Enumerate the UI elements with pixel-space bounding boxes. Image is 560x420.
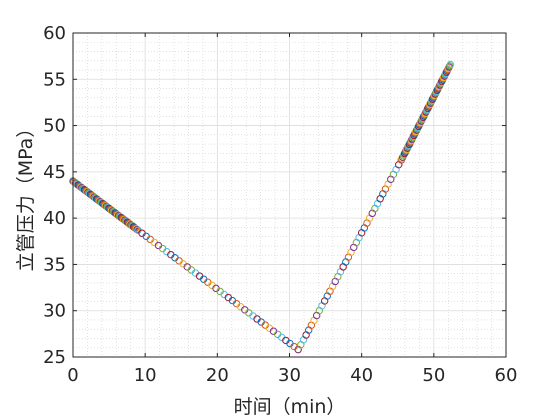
y-tick-label: 55 — [43, 69, 66, 90]
y-tick-label: 30 — [43, 301, 66, 322]
x-tick-label: 60 — [495, 365, 518, 386]
y-tick-labels: 25 30 35 40 45 50 55 60 — [43, 23, 66, 368]
x-tick-label: 40 — [350, 365, 373, 386]
y-tick-label: 60 — [43, 23, 66, 44]
y-tick-label: 35 — [43, 254, 66, 275]
x-tick-label: 20 — [206, 365, 229, 386]
data-point — [133, 225, 141, 234]
x-tick-label: 50 — [422, 365, 445, 386]
y-axis-label: 立管压力（MPa） — [15, 119, 37, 272]
x-tick-label: 0 — [67, 365, 78, 386]
y-tick-label: 25 — [43, 347, 66, 368]
y-tick-label: 40 — [43, 208, 66, 229]
x-tick-labels: 0 10 20 30 40 50 60 — [67, 365, 517, 386]
data-point — [132, 225, 140, 233]
x-tick-label: 30 — [278, 365, 301, 386]
x-axis-label: 时间（min） — [234, 396, 346, 418]
x-tick-label: 10 — [134, 365, 157, 386]
y-tick-label: 50 — [43, 116, 66, 137]
data-markers — [69, 60, 455, 354]
axis-ticks — [72, 32, 507, 358]
y-tick-label: 45 — [43, 162, 66, 183]
data-point — [446, 60, 455, 69]
